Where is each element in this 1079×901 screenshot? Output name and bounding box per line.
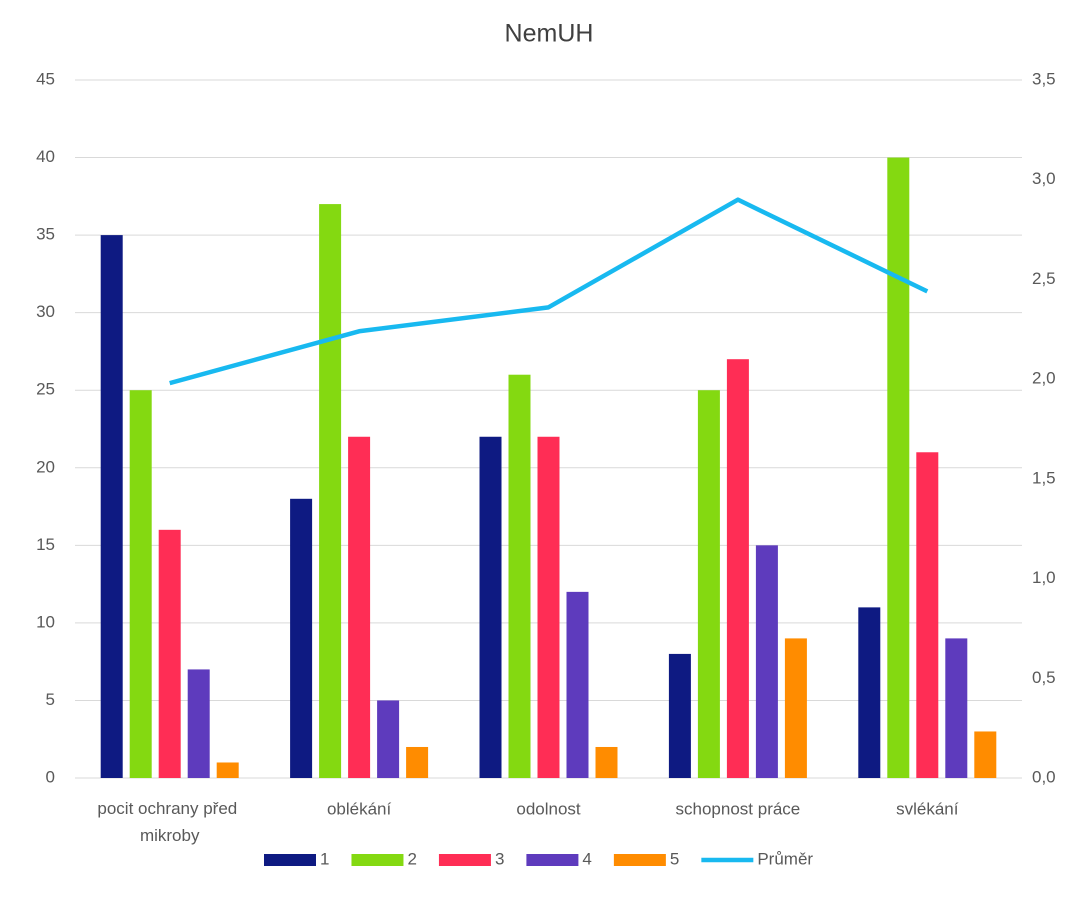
y2-tick-label: 3,0 (1032, 169, 1056, 188)
bar (887, 157, 910, 779)
bar (726, 359, 749, 778)
line (169, 197, 929, 386)
bar (129, 390, 152, 778)
x-tick-label: pocit ochrany před mikroby (97, 799, 242, 845)
legend-swatch (526, 854, 579, 866)
legend-label: 4 (582, 849, 591, 868)
bar (858, 607, 881, 778)
y2-tick-label: 2,0 (1032, 369, 1056, 388)
legend-swatch (264, 854, 316, 866)
bar (755, 545, 778, 778)
x-tick-label: svlékání (896, 799, 959, 818)
y-tick-label: 20 (36, 457, 55, 476)
bar (784, 638, 807, 778)
y-tick-label: 0 (46, 767, 55, 786)
legend-label: 2 (407, 849, 416, 868)
bar (974, 731, 997, 778)
bar (479, 436, 502, 778)
bar (945, 638, 968, 778)
bar (290, 498, 313, 778)
legend-label: 5 (670, 849, 679, 868)
y-tick-label: 10 (36, 612, 55, 631)
y-tick-label: 30 (36, 302, 55, 321)
y-tick-label: 15 (36, 535, 55, 554)
y2-tick-label: 0,5 (1032, 668, 1056, 687)
y-tick-label: 35 (36, 225, 55, 244)
bar (187, 669, 210, 778)
y2-tick-label: 0,0 (1032, 767, 1056, 786)
bar (348, 436, 371, 778)
x-tick-label: odolnost (516, 799, 581, 818)
y2-tick-label: 2,5 (1032, 269, 1056, 288)
bar (537, 436, 560, 778)
legend-label: 1 (320, 849, 329, 868)
y2-tick-label: 1,5 (1032, 468, 1056, 487)
legend-swatch (351, 854, 404, 866)
legend-label: Průměr (757, 849, 813, 868)
bar (377, 700, 400, 778)
bar (100, 235, 123, 779)
legend-swatch (613, 854, 666, 866)
y-tick-label: 5 (46, 690, 55, 709)
bar (668, 653, 691, 778)
bar (158, 529, 181, 778)
bar (916, 452, 939, 778)
bar (406, 746, 429, 778)
y-tick-label: 45 (36, 69, 55, 88)
bar (216, 762, 239, 778)
bar (566, 591, 589, 778)
legend-label: 3 (495, 849, 504, 868)
bar (319, 204, 342, 779)
y2-tick-label: 1,0 (1032, 568, 1056, 587)
legend-swatch (438, 854, 491, 866)
x-tick-label: oblékání (327, 799, 392, 818)
y2-tick-label: 3,5 (1032, 69, 1056, 88)
y-tick-label: 25 (36, 380, 55, 399)
chart-title: NemUH (505, 20, 594, 48)
bar (508, 374, 531, 778)
bar (697, 390, 720, 778)
x-tick-label: schopnost práce (676, 799, 801, 818)
y-tick-label: 40 (36, 147, 55, 166)
bar (595, 746, 618, 778)
